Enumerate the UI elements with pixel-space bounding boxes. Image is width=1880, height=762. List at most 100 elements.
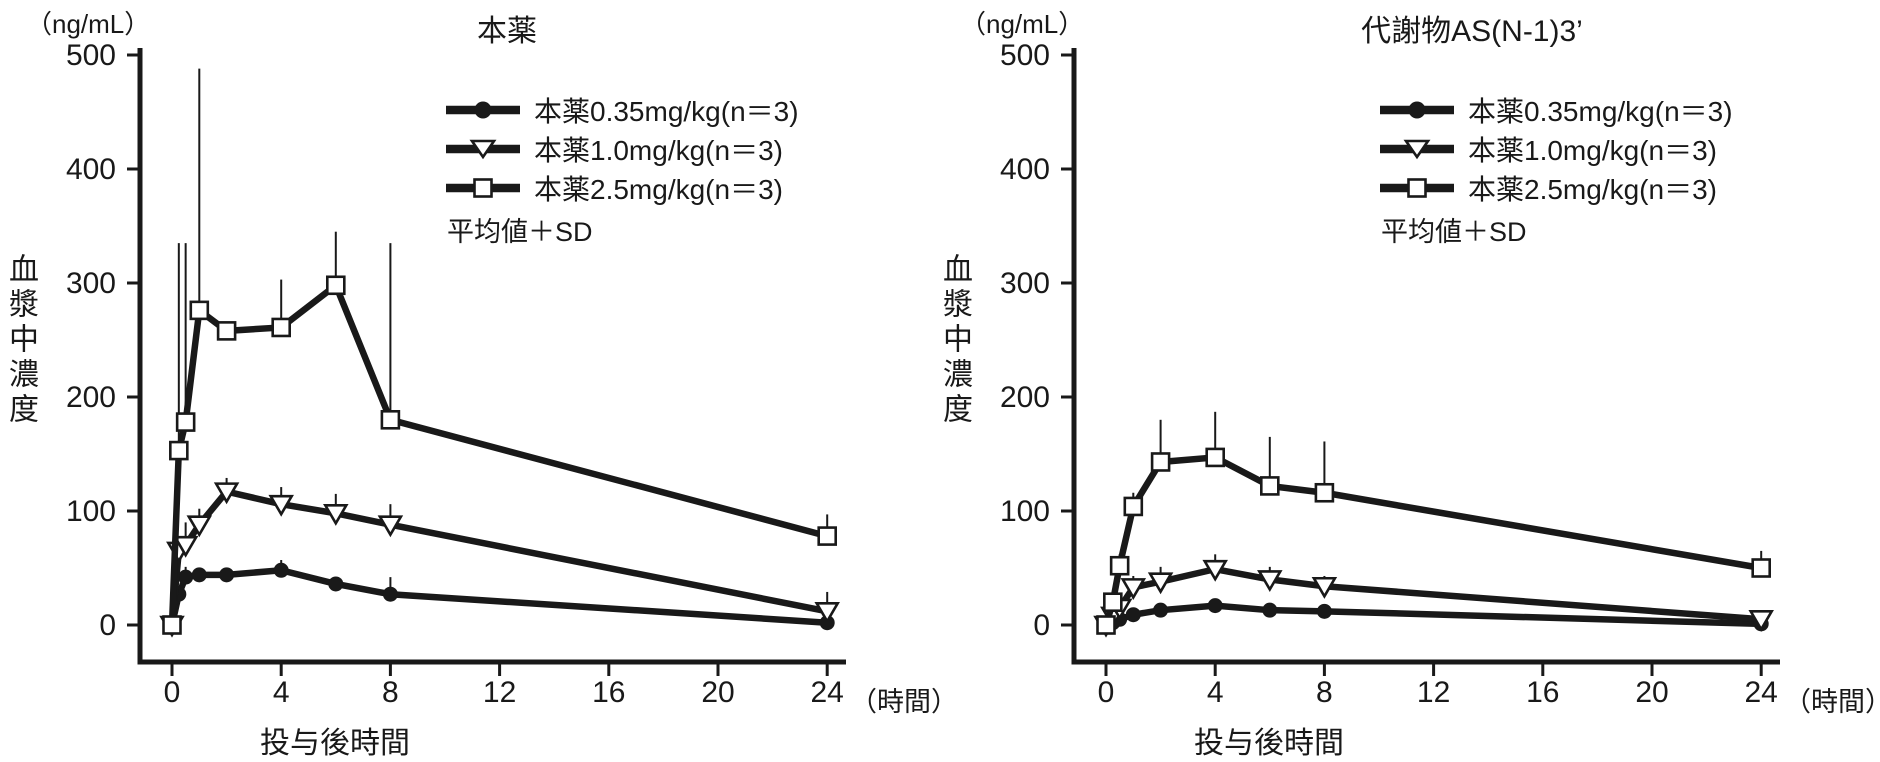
data-point-triangle — [268, 494, 294, 517]
data-point-triangle — [172, 535, 199, 558]
data-point-triangle — [1311, 576, 1338, 599]
y-axis-label: 血漿中濃度 — [938, 253, 971, 428]
legend-triangle-icon — [1403, 139, 1431, 159]
x-axis-unit: （時間） — [850, 687, 958, 717]
data-point-circle — [191, 567, 207, 583]
data-point-circle — [273, 562, 289, 578]
data-point-triangle — [213, 482, 240, 505]
legend: 本薬0.35mg/kg(n＝3) 本薬1.0mg/kg(n＝3) 本薬2.5mg… — [1380, 90, 1733, 207]
y-tick-label: 0 — [1033, 609, 1050, 642]
data-point-circle — [1262, 602, 1278, 618]
data-point-circle — [1153, 602, 1169, 618]
data-point-square — [817, 526, 838, 546]
x-tick-label: 0 — [164, 676, 181, 709]
x-tick-label: 12 — [483, 676, 516, 709]
data-point-square — [1751, 558, 1771, 578]
y-tick-label: 400 — [1000, 153, 1050, 186]
x-tick-label: 20 — [1635, 676, 1668, 709]
data-point-square — [1109, 555, 1130, 576]
legend-label: 本薬2.5mg/kg(n＝3) — [534, 173, 783, 205]
y-tick-label: 100 — [66, 495, 116, 528]
legend-triangle-icon — [469, 139, 497, 159]
data-point-square — [162, 615, 182, 635]
data-point-circle — [1207, 598, 1223, 614]
x-tick-label: 12 — [1417, 676, 1450, 709]
legend-label: 本薬0.35mg/kg(n＝3) — [534, 95, 799, 127]
y-tick-label: 0 — [99, 609, 116, 642]
x-tick-label: 4 — [1207, 676, 1224, 709]
y-tick-label: 200 — [66, 381, 116, 414]
data-point-square — [175, 412, 196, 432]
x-tick-label: 24 — [1745, 676, 1778, 709]
data-point-square — [216, 321, 237, 341]
y-tick-label: 300 — [1000, 267, 1050, 300]
data-point-triangle — [1120, 578, 1147, 600]
legend-label: 本薬0.35mg/kg(n＝3) — [1468, 95, 1733, 127]
legend-item-dose-0-35: 本薬0.35mg/kg(n＝3) — [1380, 90, 1733, 129]
data-point-square — [325, 275, 346, 296]
y-tick-label: 400 — [66, 153, 116, 186]
x-axis-label: 投与後時間 — [1194, 727, 1344, 760]
filled-circle-series-icon — [446, 101, 520, 118]
x-tick-label: 0 — [1098, 676, 1115, 709]
data-point-square — [1096, 615, 1116, 635]
open-square-series-icon — [446, 177, 520, 198]
legend-item-dose-1-0: 本薬1.0mg/kg(n＝3) — [446, 129, 799, 168]
y-tick-label: 100 — [1000, 495, 1050, 528]
x-tick-label: 16 — [592, 676, 625, 709]
chart-metabolite: （ng/mL） 代謝物AS(N-1)3’ 血漿中濃度 本薬0.35mg/kg(n… — [934, 0, 1880, 762]
data-point-triangle — [323, 503, 349, 526]
data-point-circle — [1316, 603, 1332, 619]
legend-item-dose-0-35: 本薬0.35mg/kg(n＝3) — [446, 90, 799, 129]
y-axis-label: 血漿中濃度 — [4, 253, 37, 428]
x-tick-label: 20 — [701, 676, 734, 709]
legend-circle-icon — [474, 101, 492, 118]
data-point-triangle — [1257, 570, 1283, 592]
data-point-triangle — [1147, 572, 1174, 595]
y-tick-label: 500 — [66, 39, 116, 72]
data-point-square — [1150, 452, 1171, 472]
legend-item-dose-2-5: 本薬2.5mg/kg(n＝3) — [1380, 168, 1733, 207]
legend-label: 本薬1.0mg/kg(n＝3) — [1468, 134, 1717, 166]
data-point-triangle — [377, 515, 404, 538]
chart-parent-drug: （ng/mL） 本薬 血漿中濃度 本薬0.35mg/kg(n＝3) 本薬1.0m… — [4, 9, 958, 760]
data-point-square — [1103, 592, 1123, 613]
data-point-square — [1260, 476, 1280, 496]
data-point-triangle — [1748, 610, 1774, 632]
open-triangle-series-icon — [1380, 139, 1454, 159]
chart-title: 代謝物AS(N-1)3’ — [1361, 15, 1583, 48]
legend-item-dose-1-0: 本薬1.0mg/kg(n＝3) — [1380, 129, 1733, 168]
chart-plot-area-0: 0 100 200 300 400 500 0 4 8 12 16 20 24 — [66, 39, 846, 709]
legend-square-icon — [473, 177, 493, 198]
y-tick-label: 500 — [1000, 39, 1050, 72]
legend: 本薬0.35mg/kg(n＝3) 本薬1.0mg/kg(n＝3) 本薬2.5mg… — [446, 90, 799, 207]
y-tick-label: 200 — [1000, 381, 1050, 414]
open-square-series-icon — [1380, 177, 1454, 198]
x-tick-label: 8 — [382, 676, 399, 709]
filled-circle-series-icon — [1380, 101, 1454, 118]
chart-title: 本薬 — [477, 15, 537, 48]
data-point-triangle — [1202, 559, 1228, 582]
x-tick-label: 24 — [811, 676, 844, 709]
data-point-circle — [382, 586, 398, 602]
data-point-circle — [328, 576, 344, 592]
y-axis-unit: （ng/mL） — [26, 9, 151, 39]
legend-square-icon — [1407, 177, 1427, 198]
data-point-circle — [1125, 607, 1141, 623]
x-tick-label: 16 — [1526, 676, 1559, 709]
data-point-square — [169, 440, 189, 461]
y-axis-unit: （ng/mL） — [960, 9, 1085, 39]
legend-item-dose-2-5: 本薬2.5mg/kg(n＝3) — [446, 168, 799, 207]
data-point-square — [1205, 447, 1225, 468]
data-point-circle — [219, 567, 235, 583]
legend-note-mean-sd: 平均値＋SD — [1381, 217, 1527, 247]
open-triangle-series-icon — [446, 139, 520, 159]
y-tick-label: 300 — [66, 267, 116, 300]
data-point-square — [1123, 496, 1144, 517]
legend-label: 本薬1.0mg/kg(n＝3) — [534, 134, 783, 166]
legend-note-mean-sd: 平均値＋SD — [447, 217, 593, 247]
data-point-square — [189, 300, 210, 321]
data-point-triangle — [814, 602, 840, 624]
